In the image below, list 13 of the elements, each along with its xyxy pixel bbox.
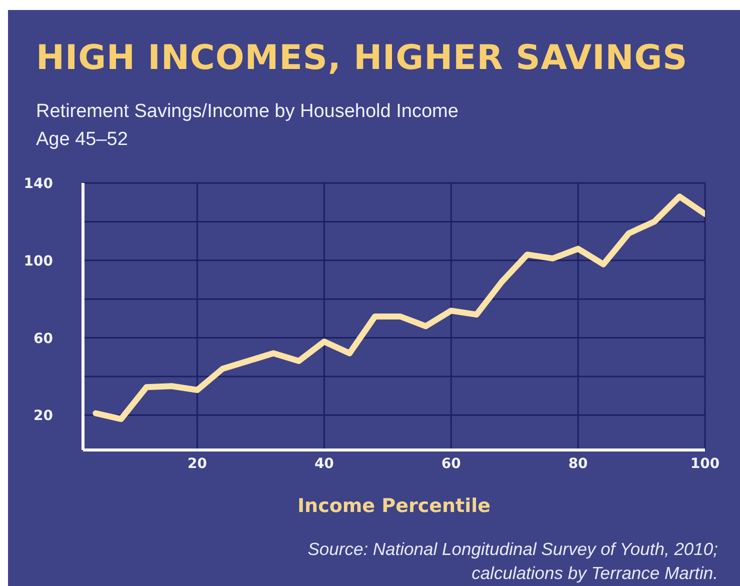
chart-subtitle: Retirement Savings/Income by Household Income Age 45–52 xyxy=(36,100,458,152)
y-tick-label: 20 xyxy=(34,408,54,424)
source-note: Source: National Longitudinal Survey of Youth, 2010; calculations by Terrance Martin. xyxy=(306,538,718,585)
chart-title: HIGH INCOMES, HIGHER SAVINGS xyxy=(36,38,688,78)
x-axis-title: Income Percentile xyxy=(296,495,492,517)
x-tick-label: 40 xyxy=(314,456,334,472)
y-tick-label: 100 xyxy=(24,253,54,270)
x-tick-label: 80 xyxy=(568,456,588,472)
y-tick-label: 60 xyxy=(34,330,54,347)
x-tick-label: 100 xyxy=(690,456,720,472)
x-tick-label: 60 xyxy=(441,456,462,472)
y-tick-label: 140 xyxy=(24,176,54,192)
x-tick-label: 20 xyxy=(188,456,208,472)
